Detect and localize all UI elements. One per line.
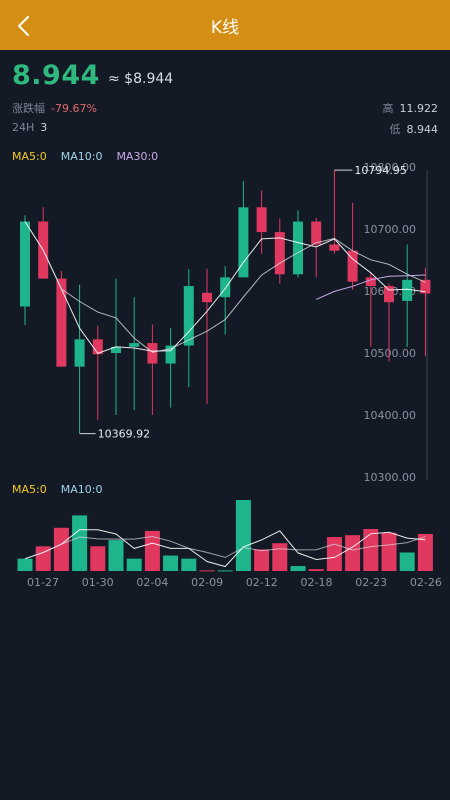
candle-body (402, 279, 413, 301)
y-tick-label: 10800.00 (364, 161, 417, 174)
volume-bar (90, 546, 106, 571)
candle-body (347, 250, 358, 282)
volume-bar (363, 529, 379, 571)
header-bar: K线 (0, 0, 450, 50)
y-tick-label: 10500.00 (364, 347, 417, 360)
volume-bar (163, 555, 179, 571)
kline-chart[interactable]: 10800.0010700.0010600.0010500.0010400.00… (0, 140, 450, 590)
candle-body (20, 221, 30, 307)
x-tick-label: 02-18 (301, 576, 333, 589)
x-tick-label: 02-09 (191, 576, 223, 589)
candle-body (256, 207, 267, 233)
legend-ma5: MA5:0 (12, 150, 47, 163)
volume-bar (290, 566, 306, 571)
volume-bar (181, 558, 197, 571)
usd-price: ≈ $8.944 (108, 71, 174, 87)
x-tick-label: 02-04 (136, 576, 168, 589)
x-tick-label: 01-27 (27, 576, 59, 589)
change-value: -79.67% (51, 102, 97, 115)
volume-ma-short (24, 529, 426, 568)
h24-stat: 24H 3 (12, 121, 47, 134)
x-tick-label: 01-30 (82, 576, 114, 589)
legend-vol-ma5: MA5:0 (12, 483, 47, 496)
candle-body (311, 221, 322, 245)
legend-ma10: MA10:0 (60, 150, 103, 163)
volume-bar (108, 540, 124, 571)
h24-label: 24H (12, 121, 35, 134)
x-tick-label: 02-12 (246, 576, 278, 589)
candle-body (92, 339, 103, 355)
min-price-label: 10369.92 (98, 428, 151, 441)
volume-bar (345, 535, 361, 571)
volume-bar (417, 533, 433, 571)
volume-bar (53, 527, 69, 571)
candle-body (329, 244, 340, 251)
ma-line-long (315, 274, 426, 300)
volume-bar (381, 532, 397, 571)
y-tick-label: 10300.00 (364, 471, 417, 484)
ma-line-mid (24, 221, 426, 353)
volume-bar (254, 549, 270, 571)
page-title: K线 (210, 17, 240, 38)
volume-ma-legend: MA5:0 MA10:0 (12, 483, 116, 496)
max-price-label: 10794.95 (354, 164, 407, 177)
high-value: 11.922 (399, 102, 439, 115)
candle-body (365, 277, 376, 287)
y-tick-label: 10700.00 (364, 223, 417, 236)
candle-body (183, 286, 194, 346)
candle-body (238, 207, 249, 278)
current-price: 8.944 (12, 60, 100, 91)
back-arrow-icon[interactable] (12, 13, 38, 39)
volume-bar (17, 558, 33, 571)
candle-body (220, 277, 231, 298)
candle-body (384, 286, 394, 303)
low-value: 8.944 (406, 123, 439, 136)
candle-body (202, 292, 212, 303)
volume-bar (199, 570, 215, 572)
main-ma-legend: MA5:0 MA10:0 MA30:0 (12, 150, 172, 163)
ma-line-short (24, 221, 426, 354)
volume-bar (308, 569, 324, 571)
change-stat: 涨跌幅 -79.67% (12, 100, 97, 116)
volume-bar (144, 530, 160, 571)
candle-body (165, 345, 176, 364)
low-stat: 低 8.944 (390, 121, 439, 137)
volume-bar (126, 558, 142, 571)
low-label: 低 (389, 123, 401, 136)
volume-bar (217, 570, 233, 572)
legend-ma30: MA30:0 (116, 150, 159, 163)
volume-bar (72, 515, 88, 571)
high-stat: 高 11.922 (383, 100, 439, 116)
candle-body (274, 232, 285, 275)
candle-body (293, 221, 303, 275)
h24-value: 3 (40, 121, 48, 134)
candle-body (129, 343, 140, 347)
volume-ma-long (24, 535, 426, 560)
change-label: 涨跌幅 (12, 102, 45, 115)
volume-bar (272, 543, 288, 571)
candle-body (420, 279, 431, 294)
candle-body (74, 339, 85, 367)
candle-body (147, 343, 158, 364)
y-tick-label: 10400.00 (364, 409, 417, 422)
x-tick-label: 02-26 (410, 576, 442, 589)
price-panel: 8.944 ≈ $8.944 涨跌幅 -79.67% 24H 3 高 11.922 低… (0, 50, 450, 150)
x-tick-label: 02-23 (355, 576, 387, 589)
high-label: 高 (382, 102, 394, 115)
candle-body (111, 346, 121, 353)
volume-bar (235, 500, 251, 571)
volume-bar (399, 552, 415, 571)
legend-vol-ma10: MA10:0 (60, 483, 103, 496)
candle-body (56, 278, 67, 367)
volume-bar (35, 546, 51, 571)
